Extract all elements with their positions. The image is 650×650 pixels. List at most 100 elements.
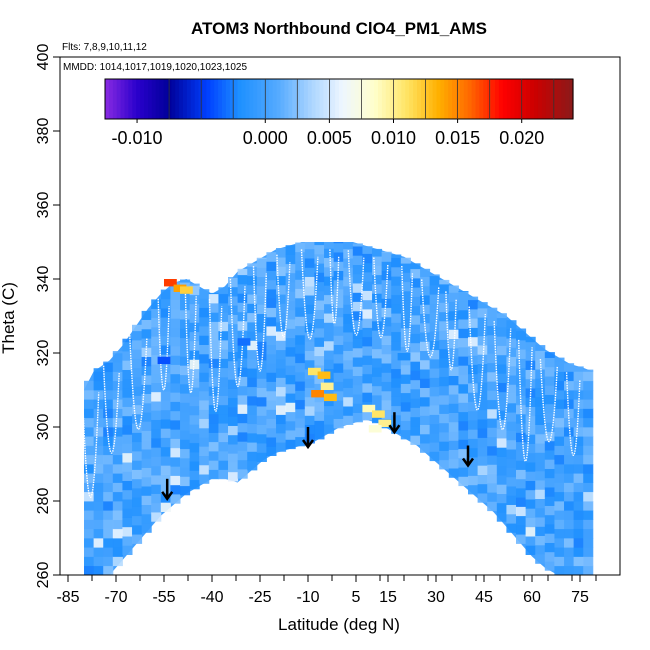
field-cell — [381, 251, 392, 253]
field-cell — [237, 404, 248, 414]
field-cell — [525, 336, 536, 343]
field-cell — [372, 358, 383, 368]
y-axis: 260 280 300 320 340 360 380 400 — [35, 44, 60, 588]
field-cell — [372, 293, 383, 303]
field-cell — [180, 448, 191, 459]
field-cell — [400, 281, 411, 292]
field-cell — [304, 304, 315, 314]
field-cell — [228, 444, 239, 454]
field-cell — [554, 482, 565, 493]
field-cell — [381, 390, 392, 401]
field-cell — [247, 451, 258, 462]
field-cell — [343, 304, 354, 314]
field-cell — [256, 424, 267, 435]
field-cell — [180, 347, 191, 357]
field-cell — [247, 312, 258, 323]
field-cell — [525, 351, 536, 361]
field-cell — [199, 464, 210, 475]
field-cell — [496, 410, 507, 420]
field-cell — [458, 291, 469, 302]
field-cell — [420, 350, 431, 361]
field-cell — [93, 528, 104, 539]
field-cell — [199, 381, 210, 392]
colorbar-segment — [534, 79, 539, 119]
anomaly-cells — [157, 279, 411, 433]
field-cell — [439, 395, 450, 405]
field-cell — [352, 394, 363, 404]
field-cell — [496, 391, 507, 402]
colorbar-segment — [296, 79, 301, 119]
field-cell — [564, 482, 575, 493]
anomaly-cell — [378, 419, 392, 427]
field-cell — [112, 390, 123, 400]
field-cell — [304, 313, 315, 324]
field-cell — [93, 464, 104, 474]
colorbar-segment — [261, 79, 266, 119]
colorbar-segment — [225, 79, 231, 119]
field-cell — [103, 565, 114, 575]
field-cell — [564, 501, 575, 511]
field-cell — [554, 464, 565, 474]
field-cell — [228, 379, 239, 389]
field-cell — [496, 401, 507, 411]
field-cell — [564, 436, 575, 446]
field-cell — [93, 556, 104, 567]
flights-note: Flts: 7,8,9,10,11,12 — [62, 42, 147, 53]
colorbar-segment — [463, 79, 469, 119]
field-cell — [535, 470, 546, 481]
field-cell — [151, 364, 162, 374]
field-cell — [266, 409, 277, 419]
colorbar-segment — [549, 79, 555, 119]
field-cell — [372, 395, 383, 405]
field-cell — [362, 373, 373, 384]
field-cell — [333, 372, 344, 382]
field-cell — [506, 403, 517, 413]
field-cell — [93, 501, 104, 511]
field-cell — [477, 335, 488, 346]
field-cell — [468, 475, 479, 486]
heatmap-field — [84, 242, 594, 575]
field-cell — [314, 420, 325, 431]
field-cell — [544, 468, 555, 479]
field-cell — [208, 414, 219, 424]
field-cell — [295, 390, 306, 401]
field-cell — [352, 338, 363, 349]
field-cell — [247, 294, 258, 304]
y-tick-label: 380 — [35, 118, 52, 145]
field-cell — [564, 473, 575, 483]
field-cell — [304, 378, 315, 388]
field-cell — [544, 440, 555, 451]
field-cell — [237, 348, 248, 359]
field-cell — [189, 479, 200, 490]
field-cell — [372, 330, 383, 340]
field-cell — [391, 276, 402, 286]
colorbar-segment — [124, 79, 129, 119]
colorbar-segment — [553, 79, 558, 119]
field-cell — [93, 427, 104, 437]
field-cell — [468, 299, 479, 310]
field-cell — [180, 300, 191, 311]
field-cell — [535, 554, 546, 564]
field-cell — [84, 408, 95, 419]
field-cell — [573, 556, 584, 567]
field-cell — [410, 324, 421, 334]
colorbar-segment — [210, 79, 215, 119]
field-cell — [314, 244, 325, 255]
field-cell — [93, 473, 104, 483]
field-cell — [228, 388, 239, 399]
flight-profile-trace — [208, 299, 223, 413]
field-cell — [400, 402, 411, 412]
field-cell — [170, 457, 181, 467]
field-cell — [400, 374, 411, 384]
field-cell — [573, 380, 584, 391]
field-cell — [295, 436, 306, 447]
field-cell — [160, 446, 171, 457]
field-cell — [122, 517, 133, 528]
field-cell — [583, 464, 594, 474]
field-cell — [266, 307, 277, 318]
field-cell — [487, 436, 498, 447]
field-cell — [439, 311, 450, 322]
field-cell — [276, 349, 287, 360]
field-cell — [304, 332, 315, 342]
field-cell — [420, 304, 431, 314]
